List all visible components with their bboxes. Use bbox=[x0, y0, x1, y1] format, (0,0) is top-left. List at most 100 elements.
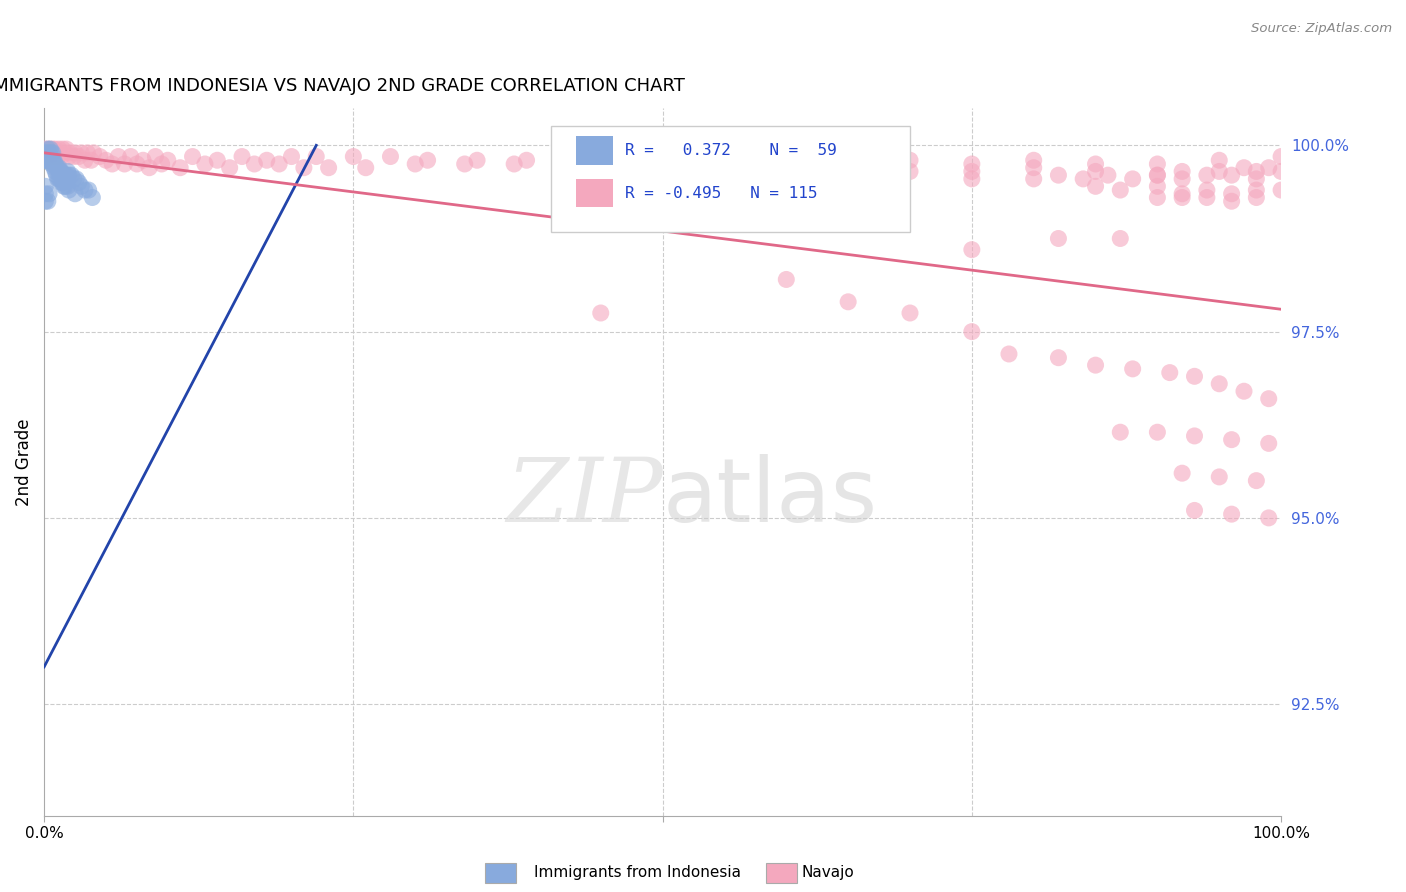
Point bbox=[60, 168, 83, 182]
Point bbox=[960, 243, 983, 257]
Point bbox=[42, 145, 65, 160]
Point bbox=[1022, 153, 1045, 168]
Point bbox=[132, 153, 155, 168]
Point bbox=[1184, 429, 1206, 443]
Point bbox=[1159, 366, 1181, 380]
Point bbox=[51, 164, 73, 178]
Point bbox=[45, 168, 67, 182]
Point bbox=[1171, 172, 1194, 186]
Point bbox=[39, 142, 62, 156]
Point bbox=[515, 153, 537, 168]
Bar bbox=[576, 179, 613, 207]
Point bbox=[67, 149, 90, 163]
Point bbox=[41, 153, 63, 168]
Point bbox=[42, 161, 65, 175]
Point bbox=[1146, 168, 1168, 182]
Point bbox=[52, 168, 75, 182]
Point bbox=[1220, 186, 1243, 201]
Point bbox=[1220, 194, 1243, 209]
Point bbox=[52, 168, 75, 182]
Point bbox=[1246, 172, 1268, 186]
Point bbox=[1257, 161, 1279, 175]
Point bbox=[1246, 190, 1268, 204]
Point bbox=[56, 179, 79, 194]
Point bbox=[1122, 362, 1144, 376]
Point bbox=[1109, 425, 1132, 440]
Point bbox=[614, 153, 637, 168]
Point bbox=[1208, 164, 1230, 178]
Point bbox=[55, 172, 77, 186]
Point bbox=[101, 157, 124, 171]
Point bbox=[565, 157, 588, 171]
Y-axis label: 2nd Grade: 2nd Grade bbox=[15, 418, 32, 506]
Point bbox=[82, 190, 104, 204]
Point bbox=[1146, 190, 1168, 204]
Point bbox=[1208, 376, 1230, 391]
Point bbox=[416, 153, 439, 168]
Text: IMMIGRANTS FROM INDONESIA VS NAVAJO 2ND GRADE CORRELATION CHART: IMMIGRANTS FROM INDONESIA VS NAVAJO 2ND … bbox=[0, 78, 685, 95]
Point bbox=[775, 161, 797, 175]
Point bbox=[1122, 172, 1144, 186]
Point bbox=[960, 164, 983, 178]
Point bbox=[44, 164, 66, 178]
Point bbox=[63, 145, 86, 160]
Point bbox=[49, 164, 72, 178]
Text: ZIP: ZIP bbox=[506, 454, 662, 541]
Point bbox=[1233, 384, 1256, 399]
Point bbox=[1171, 186, 1194, 201]
Point bbox=[898, 153, 921, 168]
Point bbox=[181, 149, 204, 163]
Point bbox=[58, 149, 80, 163]
Point bbox=[73, 183, 96, 197]
Point bbox=[37, 149, 59, 163]
Point bbox=[380, 149, 402, 163]
Text: Navajo: Navajo bbox=[801, 865, 855, 880]
Point bbox=[1246, 164, 1268, 178]
Point bbox=[34, 179, 56, 194]
Point bbox=[1220, 168, 1243, 182]
Point bbox=[960, 157, 983, 171]
Point bbox=[231, 149, 253, 163]
Point bbox=[67, 176, 90, 190]
Point bbox=[37, 194, 59, 209]
Point bbox=[38, 149, 60, 163]
Point bbox=[37, 142, 59, 156]
Point bbox=[70, 179, 93, 194]
Point bbox=[280, 149, 302, 163]
Point bbox=[1084, 179, 1107, 194]
Point bbox=[318, 161, 340, 175]
Point bbox=[42, 153, 65, 168]
Point bbox=[1146, 425, 1168, 440]
Point bbox=[960, 172, 983, 186]
Point bbox=[42, 142, 65, 156]
Point bbox=[37, 153, 59, 168]
Point bbox=[44, 157, 66, 171]
Point bbox=[1022, 161, 1045, 175]
Point bbox=[53, 179, 76, 194]
Point bbox=[53, 145, 76, 160]
Point bbox=[76, 145, 98, 160]
Point bbox=[1109, 231, 1132, 245]
Point bbox=[52, 176, 75, 190]
Point bbox=[34, 153, 56, 168]
Point bbox=[243, 157, 266, 171]
Point bbox=[194, 157, 217, 171]
Point bbox=[292, 161, 315, 175]
Point bbox=[1246, 183, 1268, 197]
Point bbox=[39, 149, 62, 163]
Point bbox=[1071, 172, 1094, 186]
Point bbox=[1270, 183, 1292, 197]
Point bbox=[1146, 157, 1168, 171]
Point bbox=[46, 149, 69, 163]
Point bbox=[1084, 358, 1107, 372]
Point bbox=[1270, 149, 1292, 163]
Point bbox=[150, 157, 173, 171]
Point bbox=[73, 153, 96, 168]
Point bbox=[1195, 168, 1218, 182]
Point bbox=[35, 149, 58, 163]
Point bbox=[1257, 436, 1279, 450]
Point bbox=[1257, 392, 1279, 406]
Point bbox=[305, 149, 328, 163]
Text: Immigrants from Indonesia: Immigrants from Indonesia bbox=[534, 865, 741, 880]
Point bbox=[53, 168, 76, 182]
